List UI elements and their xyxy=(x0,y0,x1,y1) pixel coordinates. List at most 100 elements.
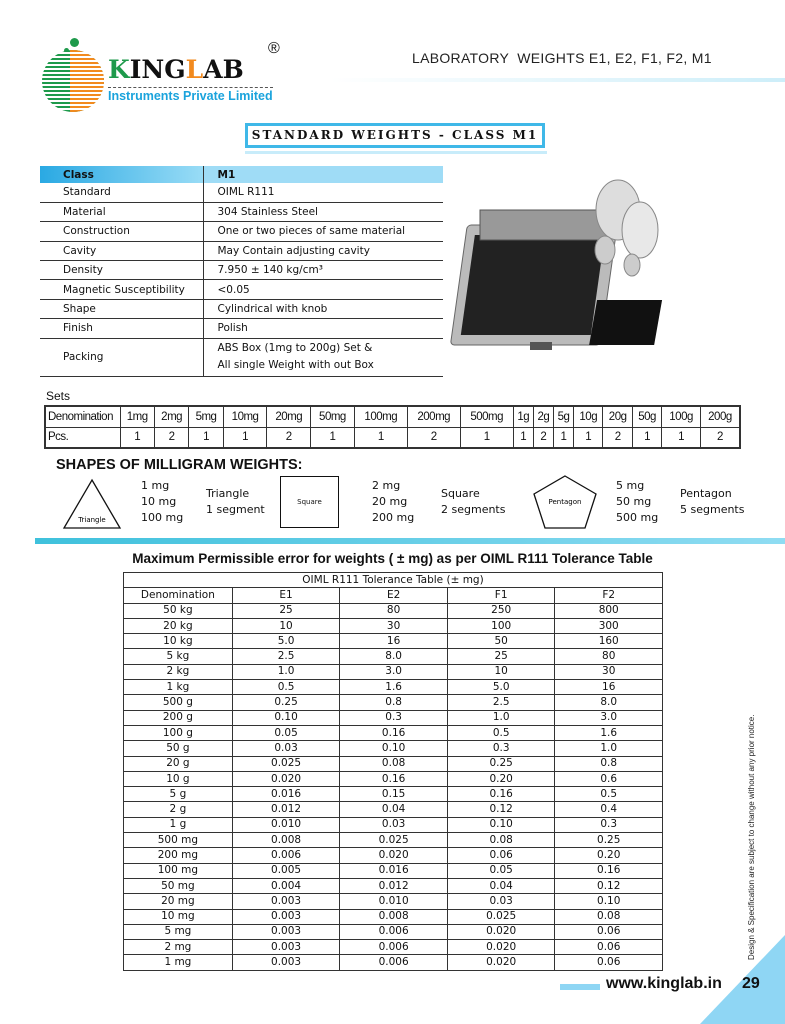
table-row: 500 g 0.25 0.8 2.5 8.0 xyxy=(123,694,663,711)
table-row: 50 g 0.03 0.10 0.3 1.0 xyxy=(123,740,663,757)
table-cell: 10 g xyxy=(123,770,233,788)
square-desc: Square 2 segments xyxy=(441,487,506,516)
spec-value: ABS Box (1mg to 200g) Set & All single We… xyxy=(203,338,443,377)
table-cell: 0.04 xyxy=(339,801,448,818)
table-cell: 0.010 xyxy=(231,816,341,834)
section-divider xyxy=(245,151,547,154)
table-row: 100 g 0.05 0.16 0.5 1.6 xyxy=(123,724,663,742)
square-values: 2 mg 20 mg 200 mg xyxy=(372,479,415,524)
table-cell: 50 kg xyxy=(123,602,233,619)
table-cell: 1.0 xyxy=(554,740,663,757)
page-header-title: LABORATORY WEIGHTS E1, E2, F1, F2, M1 xyxy=(412,50,712,66)
spec-value: 304 Stainless Steel xyxy=(203,202,443,223)
tolerance-header-row: Denomination E1 E2 F1 F2 xyxy=(123,587,663,604)
table-cell: 8.0 xyxy=(554,694,663,711)
table-cell: 500 g xyxy=(123,694,233,711)
table-cell: 100 mg xyxy=(123,862,233,879)
square-shape-icon: Square xyxy=(280,476,339,528)
table-cell: 0.010 xyxy=(339,893,448,910)
logo-subtitle: Instruments Private Limited xyxy=(108,87,273,103)
table-cell: 0.016 xyxy=(339,862,448,879)
sets-cell: 2g xyxy=(532,405,554,428)
sets-cell: Denomination xyxy=(44,405,121,428)
table-cell: 5 g xyxy=(123,786,233,803)
table-cell: 0.006 xyxy=(339,939,448,956)
logo-mark xyxy=(42,50,104,112)
table-cell: 0.06 xyxy=(554,939,663,956)
sets-cell: 10g xyxy=(573,405,604,428)
packing-line: All single Weight with out Box xyxy=(217,359,374,372)
table-cell: 0.8 xyxy=(554,755,663,772)
table-cell: 2 g xyxy=(123,801,233,818)
table-row: 200 mg 0.006 0.020 0.06 0.20 xyxy=(123,847,663,864)
table-row: 5 mg 0.003 0.006 0.020 0.06 xyxy=(123,923,663,941)
column-header: Denomination xyxy=(123,587,233,604)
section-divider-bar xyxy=(35,538,785,544)
table-cell: 80 xyxy=(554,648,663,665)
sets-cell: 1 xyxy=(512,426,534,449)
spec-header-cell: M1 xyxy=(203,166,443,183)
spec-table: Class M1 Standard OIML R111 Material 304 Stai… xyxy=(40,166,443,377)
table-cell: 0.020 xyxy=(446,923,556,941)
table-row: 5 g 0.016 0.15 0.16 0.5 xyxy=(123,786,663,803)
spec-row: Shape Cylindrical with knob xyxy=(40,299,443,320)
triangle-values: 1 mg 10 mg 100 mg xyxy=(141,479,184,524)
table-row: 20 mg 0.003 0.010 0.03 0.10 xyxy=(123,893,663,910)
sets-cell: 50g xyxy=(631,405,663,428)
table-cell: 0.08 xyxy=(554,908,663,925)
table-cell: 16 xyxy=(339,633,448,650)
table-cell: 5.0 xyxy=(446,679,556,696)
table-cell: 50 mg xyxy=(123,877,233,895)
sets-cell: 1 xyxy=(353,426,408,449)
sets-cell: 50mg xyxy=(310,405,355,428)
table-row: 100 mg 0.005 0.016 0.05 0.16 xyxy=(123,862,663,879)
table-row: 2 g 0.012 0.04 0.12 0.4 xyxy=(123,801,663,818)
spec-label: Material xyxy=(40,202,204,223)
table-cell: 0.03 xyxy=(446,893,556,910)
table-cell: 0.16 xyxy=(446,786,556,803)
sets-cell: 1 xyxy=(222,426,268,449)
table-cell: 2.5 xyxy=(446,694,556,711)
table-cell: 160 xyxy=(554,633,663,650)
table-cell: 2 kg xyxy=(123,663,233,681)
sets-cell: 10mg xyxy=(222,405,268,428)
triangle-shape-icon: Triangle xyxy=(62,478,122,529)
sets-cell: 2 xyxy=(266,426,312,449)
table-row: 50 mg 0.004 0.012 0.04 0.12 xyxy=(123,877,663,895)
sets-cell: 2 xyxy=(406,426,461,449)
sets-cell: 20mg xyxy=(266,405,312,428)
table-cell: 0.008 xyxy=(339,908,448,925)
table-cell: 1.0 xyxy=(231,663,341,681)
table-cell: 5 kg xyxy=(123,648,233,665)
table-cell: 0.5 xyxy=(446,724,556,742)
table-cell: 0.10 xyxy=(231,709,341,726)
sets-row-denomination: Denomination 1mg 2mg 5mg 10mg 20mg 50mg 100mg 20… xyxy=(44,405,741,428)
table-cell: 10 xyxy=(231,617,341,635)
table-cell: 0.03 xyxy=(231,740,341,757)
spec-value: One or two pieces of same material xyxy=(203,221,443,242)
sets-cell: 100mg xyxy=(353,405,408,428)
table-cell: 0.006 xyxy=(339,923,448,941)
table-row: 20 kg 10 30 100 300 xyxy=(123,617,663,635)
table-cell: 80 xyxy=(339,602,448,619)
sets-cell: 1 xyxy=(119,426,155,449)
table-cell: 0.10 xyxy=(554,893,663,910)
tolerance-caption: OIML R111 Tolerance Table (± mg) xyxy=(123,571,663,589)
spec-row: Material 304 Stainless Steel xyxy=(40,202,443,223)
logo-dot xyxy=(70,38,79,47)
sets-cell: 2 xyxy=(153,426,190,449)
table-cell: 0.003 xyxy=(231,908,341,925)
website-link[interactable]: www.kinglab.in xyxy=(606,975,722,992)
table-cell: 2 mg xyxy=(123,939,233,956)
table-cell: 0.3 xyxy=(446,740,556,757)
table-cell: 0.020 xyxy=(339,847,448,864)
table-cell: 0.012 xyxy=(231,801,341,818)
table-cell: 800 xyxy=(554,602,663,619)
table-cell: 0.008 xyxy=(231,832,341,849)
table-cell: 0.12 xyxy=(446,801,556,818)
sets-cell: 1 xyxy=(573,426,604,449)
table-row: 1 kg 0.5 1.6 5.0 16 xyxy=(123,679,663,696)
registered-mark: ® xyxy=(268,40,280,57)
shapes-title: SHAPES OF MILLIGRAM WEIGHTS: xyxy=(56,457,303,473)
table-cell: 0.12 xyxy=(554,877,663,895)
